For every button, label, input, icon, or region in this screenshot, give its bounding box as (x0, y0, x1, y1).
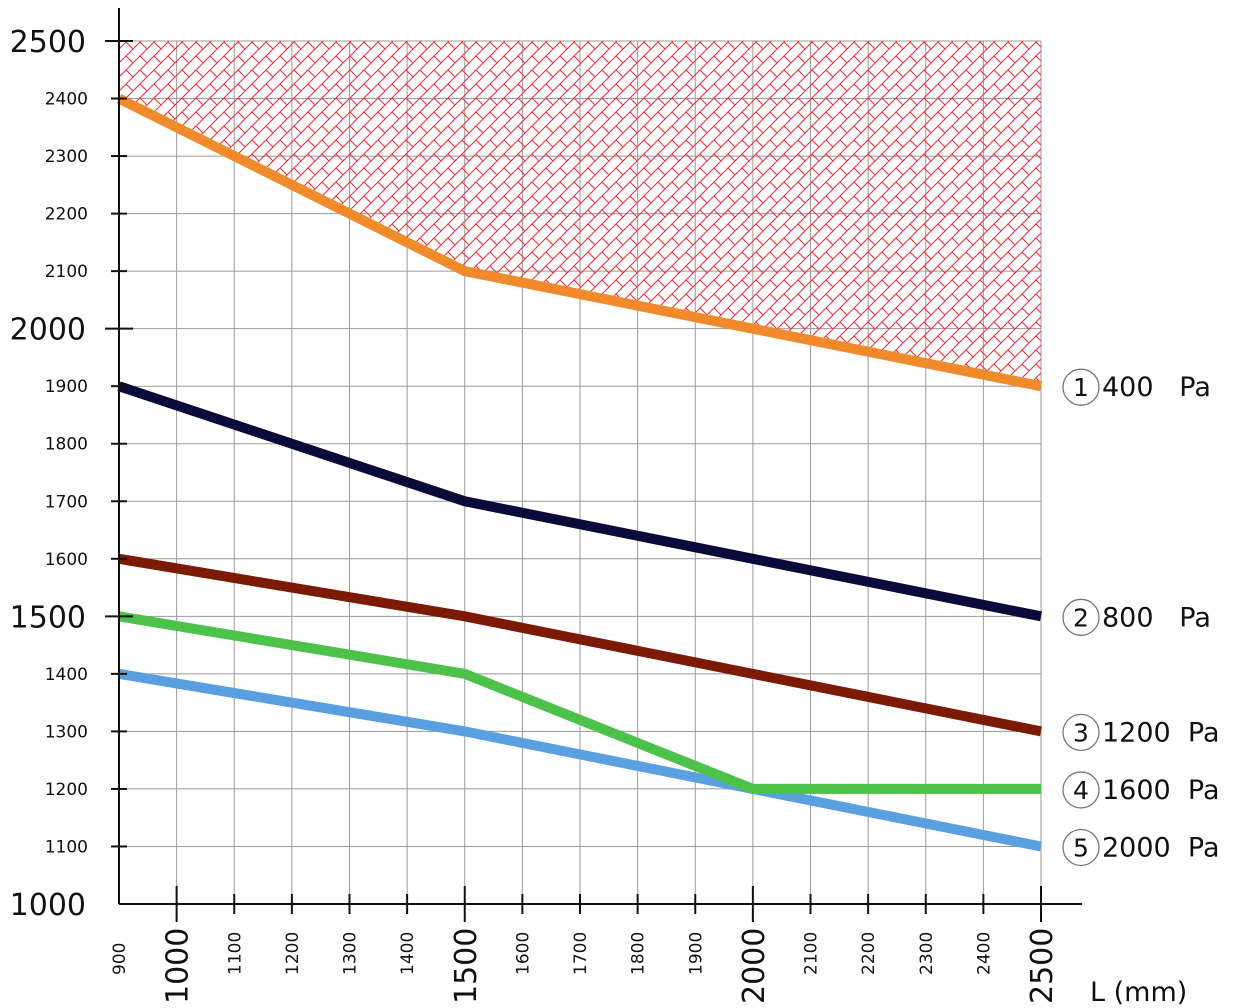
series-label-5: 5 2000 Pa (1062, 828, 1220, 867)
y-tick-label: 1900 (45, 377, 88, 397)
series-marker-circle (1062, 598, 1100, 636)
series-label-2: 2 800 Pa (1062, 598, 1211, 636)
x-tick-label: 1700 (571, 932, 591, 975)
y-tick-label: 1700 (45, 492, 88, 512)
x-tick-label: 1000 (161, 928, 196, 1004)
series-marker-number: 4 (1073, 776, 1089, 805)
x-tick-label: 1100 (225, 932, 245, 975)
series-label-3: 3 1200 Pa (1062, 713, 1220, 752)
x-tick-label: 1200 (283, 932, 303, 975)
x-tick-label: 2300 (917, 932, 937, 975)
series-lines (116, 94, 1042, 852)
series-line-5 (118, 668, 1042, 852)
y-tick-label: 2000 (10, 313, 86, 348)
y-tick-labels: 1000 1100 1200 1300 1400 1500 1600 1700 1800 1900… (10, 25, 88, 923)
series-name: 1600 Pa (1102, 775, 1220, 806)
x-tick-label: 1600 (513, 932, 533, 975)
series-marker-circle (1062, 771, 1100, 809)
y-tick-label: 2400 (45, 90, 88, 110)
y-tick-label: 1800 (45, 435, 88, 455)
series-marker-circle (1062, 713, 1100, 752)
y-tick-label: 2300 (45, 147, 88, 167)
series-name: 800 Pa (1102, 602, 1211, 633)
y-tick-label: 2500 (10, 25, 86, 60)
y-tick-label: 2200 (45, 205, 88, 225)
series-line-1 (116, 94, 1042, 392)
x-tick-label: 1900 (686, 932, 706, 975)
x-tick-label: 1300 (341, 932, 361, 975)
x-tick-label: 2000 (737, 928, 772, 1004)
y-tick-label: 2100 (45, 262, 88, 282)
y-tick-label: 1200 (45, 780, 88, 800)
hatched-area (119, 41, 1041, 387)
series-label-1: 1 400 Pa (1062, 368, 1211, 406)
y-tick-label: 1500 (10, 600, 86, 635)
y-tick-label: 1000 (10, 888, 86, 923)
series-name: 400 Pa (1102, 372, 1211, 403)
series-marker-circle (1062, 828, 1100, 867)
y-tick-label: 1400 (45, 665, 88, 685)
x-tick-label: 2500 (1025, 928, 1060, 1004)
x-tick-label: 900 (110, 943, 130, 975)
series-label-4: 4 1600 Pa (1062, 771, 1220, 809)
series-marker-circle (1062, 368, 1100, 406)
x-tick-label: 2200 (859, 932, 879, 975)
x-tick-label: 1500 (449, 928, 484, 1004)
series-marker-number: 3 (1073, 718, 1089, 747)
y-tick-label: 1300 (45, 722, 88, 742)
series-line-3 (118, 553, 1042, 737)
series-labels: 1 400 Pa 2 800 Pa 3 1200 Pa 4 1600 Pa 5 2000 Pa (1062, 368, 1220, 867)
series-name: 1200 Pa (1102, 717, 1220, 748)
x-axis-label: L (mm) (1090, 977, 1187, 1008)
series-name: 2000 Pa (1102, 832, 1220, 863)
x-tick-labels: 900 1000 1100 1200 1300 1400 1500 1600 1700 1800 1… (110, 928, 1060, 1004)
series-line-2 (117, 381, 1042, 622)
series-marker-number: 5 (1073, 833, 1089, 862)
series-marker-number: 1 (1073, 373, 1089, 402)
x-tick-label: 2400 (974, 932, 994, 975)
hatched-region (119, 41, 1041, 387)
series-line-4 (118, 611, 1041, 794)
axes (105, 8, 1082, 922)
x-tick-label: 1800 (629, 932, 649, 975)
x-tick-label: 2100 (802, 932, 822, 975)
x-tick-label: 1400 (398, 932, 418, 975)
y-tick-label: 1600 (45, 550, 88, 570)
y-tick-label: 1100 (45, 837, 88, 857)
series-marker-number: 2 (1073, 603, 1089, 632)
